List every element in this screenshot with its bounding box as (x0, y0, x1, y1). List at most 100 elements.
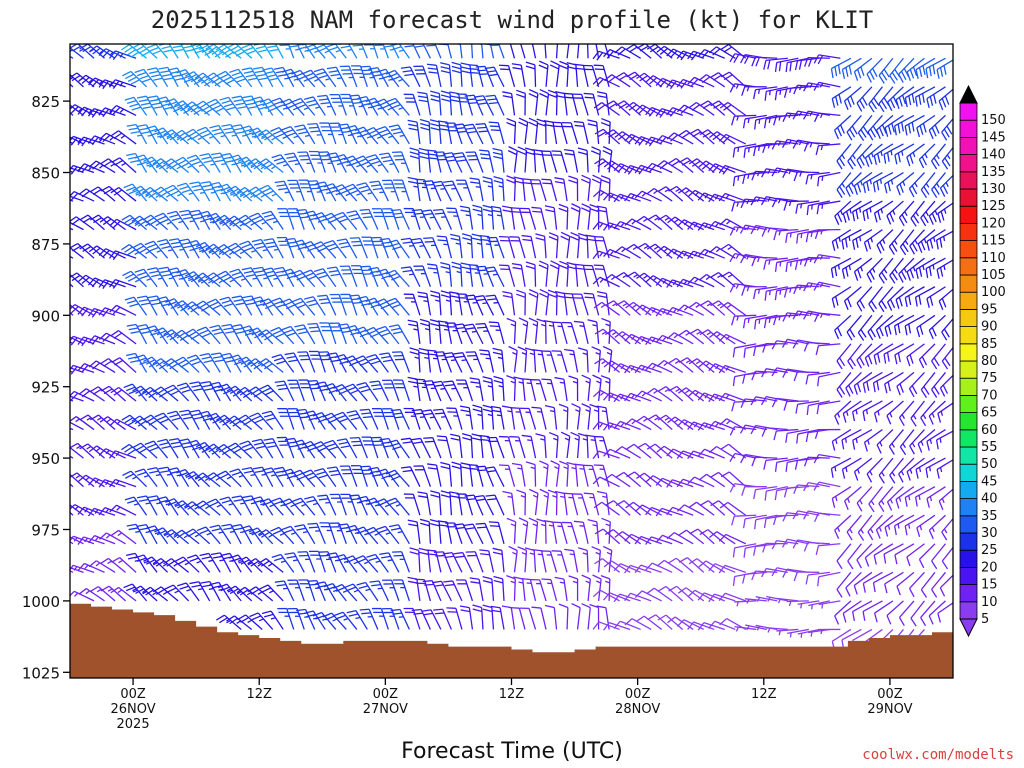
wind-barb (740, 198, 767, 209)
wind-barb (543, 519, 558, 544)
credit-link[interactable]: coolwx.com/modelts (862, 747, 1014, 763)
wind-barb (634, 335, 662, 345)
wind-barb (862, 400, 883, 421)
wind-barb (583, 292, 600, 316)
wind-barb (382, 208, 400, 230)
wind-barb (625, 301, 652, 316)
wind-barb (689, 128, 715, 145)
wind-barb (764, 286, 788, 301)
wind-barb (593, 501, 621, 516)
wind-barb (750, 396, 778, 406)
wind-barb (731, 514, 757, 526)
wind-barb (817, 571, 841, 587)
wind-barb (307, 579, 326, 602)
wind-barb (229, 354, 253, 373)
wind-barb (98, 132, 126, 145)
wind-barb (449, 491, 463, 516)
wind-barb (831, 428, 852, 451)
wind-barb (237, 414, 263, 431)
wind-barb (475, 265, 495, 287)
wind-barb (154, 327, 179, 345)
wind-barb (941, 346, 953, 370)
wind-barb (532, 548, 547, 573)
wind-barb (443, 380, 463, 402)
wind-barb (873, 400, 894, 423)
wind-barb (740, 398, 767, 408)
wind-barb (163, 329, 190, 345)
colorbar-label: 25 (981, 543, 998, 558)
wind-barb (281, 126, 305, 145)
wind-barb (270, 126, 295, 145)
wind-barb (560, 231, 571, 259)
wind-barb (453, 551, 474, 573)
wind-barb (277, 408, 295, 430)
wind-barb (100, 158, 126, 174)
wind-barb (842, 200, 862, 223)
wind-barb (845, 371, 862, 397)
wind-barb (698, 473, 726, 488)
wind-barb (904, 514, 925, 536)
wind-barb (864, 343, 883, 367)
wind-barb (422, 180, 442, 202)
wind-barb (388, 124, 410, 145)
wind-barb (872, 571, 894, 593)
wind-barb (729, 426, 757, 436)
wind-barb (517, 146, 528, 173)
wind-barb (708, 363, 736, 374)
wind-barb (371, 208, 389, 230)
colorbar-bin (959, 240, 978, 259)
colorbar-bin (959, 498, 978, 517)
wind-barb (369, 380, 389, 402)
wind-barb (413, 65, 432, 88)
wind-barb (875, 514, 894, 539)
wind-barb (236, 386, 263, 402)
wind-barb (785, 228, 809, 243)
colorbar-bin (959, 412, 978, 431)
wind-barb (771, 397, 799, 408)
wind-barb (430, 90, 442, 116)
wind-barb (89, 386, 116, 402)
wind-barb (771, 567, 799, 577)
wind-barb (847, 543, 862, 570)
wind-barb (931, 343, 946, 370)
wind-barb (852, 428, 873, 450)
wind-barb (570, 231, 581, 259)
wind-barb (437, 120, 453, 145)
wind-barb (461, 432, 474, 459)
wind-barb (218, 183, 242, 202)
wind-barb (710, 300, 736, 316)
wind-barb (464, 94, 484, 116)
wind-barb (482, 404, 495, 430)
wind-barb (307, 522, 326, 545)
wind-barb (247, 158, 274, 174)
wind-barb (346, 609, 368, 630)
wind-barb (216, 70, 242, 88)
wind-barb (413, 265, 432, 287)
wind-barb (667, 216, 694, 231)
wind-barb (895, 486, 915, 509)
wind-barb (486, 436, 505, 459)
wind-barb (419, 518, 432, 544)
wind-barb (582, 464, 600, 487)
x-tick-label: 26NOV (110, 702, 155, 717)
wind-barb (334, 154, 358, 173)
wind-barb (98, 332, 126, 345)
wind-barb (530, 578, 547, 602)
wind-barb (136, 95, 158, 116)
wind-barb (846, 314, 862, 341)
wind-barb (655, 277, 683, 288)
wind-barb (805, 171, 830, 185)
wind-barb (110, 186, 137, 202)
colorbar-label: 105 (981, 268, 1006, 283)
wind-barb (165, 298, 190, 316)
wind-barb (834, 314, 852, 340)
wind-barb (926, 86, 946, 108)
wind-barb (426, 549, 442, 573)
wind-barb (852, 600, 873, 621)
wind-barb (709, 331, 736, 345)
wind-barb (581, 203, 591, 230)
wind-barb (430, 490, 442, 516)
wind-barb (667, 157, 694, 174)
wind-barb (465, 151, 484, 173)
wind-barb (433, 608, 453, 630)
